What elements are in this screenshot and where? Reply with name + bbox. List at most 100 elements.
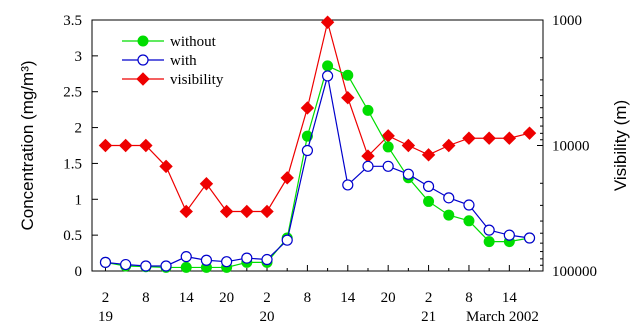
x-tick-label: 8: [465, 290, 473, 306]
series-1-point: [241, 252, 253, 264]
series-with-line: [105, 75, 530, 267]
series-1-point: [120, 258, 132, 271]
series-2-point: [240, 204, 254, 219]
y-axis-left-title: Concentration (mg/m³): [18, 60, 37, 230]
axis-ticks: [92, 19, 543, 272]
x-tick-label: 2: [102, 290, 110, 306]
x-tick-label: 14: [502, 290, 518, 306]
x-date-label: March 2002: [466, 309, 539, 325]
series-0-point: [322, 60, 334, 72]
y-left-tick-label: 1: [75, 192, 83, 208]
x-tick-label: 8: [142, 290, 150, 306]
tick-labels: 0 0.5 1 1.5 2 2.5 3 3.5 1000 10000 100000 2 8 14 20 2 8 1…: [63, 13, 597, 325]
series-1-point: [382, 160, 394, 172]
series-0-point: [362, 104, 374, 116]
series-without-line: [105, 65, 530, 269]
series-1-point: [503, 229, 515, 241]
x-tick-label: 14: [179, 290, 195, 306]
series-with: [99, 70, 536, 272]
series-visibility-line: [105, 22, 530, 213]
series-1-point: [140, 260, 152, 272]
series-0-point: [423, 195, 435, 207]
plot-frame: [91, 19, 544, 272]
series-0-point: [382, 141, 394, 153]
y-left-tick-label: 0.5: [63, 228, 82, 244]
legend-item-visibility: visibility: [122, 72, 224, 88]
series-0-point: [301, 130, 313, 142]
series-2-point: [118, 138, 133, 153]
chart-axes: [91, 19, 544, 272]
series-2-point: [401, 138, 416, 153]
series-1-point: [483, 224, 495, 236]
series-1-point: [301, 144, 314, 157]
series-1-point: [99, 256, 112, 268]
series-2-point: [179, 204, 193, 219]
series-1-point: [342, 179, 354, 191]
x-day-label: 21: [421, 309, 436, 325]
x-day-label: 20: [260, 309, 275, 325]
legend-item-with: with: [122, 53, 197, 69]
series-2-point: [280, 171, 294, 185]
series-2-point: [522, 126, 537, 140]
legend-label: without: [170, 34, 217, 50]
x-tick-label: 2: [263, 290, 271, 306]
series-1-point: [200, 254, 213, 266]
series-0-point: [137, 35, 149, 47]
series-1-point: [281, 234, 293, 246]
series-2-point: [421, 148, 436, 162]
series-1-point: [321, 70, 334, 82]
legend-label: with: [170, 53, 197, 69]
series-1-point: [221, 256, 233, 268]
x-day-label: 19: [98, 309, 113, 325]
series-layer: [98, 15, 537, 273]
y-left-tick-label: 3.5: [63, 13, 82, 29]
y-left-tick-label: 1.5: [63, 156, 82, 172]
series-2-point: [482, 131, 496, 145]
series-1-point: [160, 260, 172, 272]
legend: without with visibility: [122, 34, 224, 88]
x-tick-label: 14: [340, 290, 356, 306]
x-tick-label: 8: [304, 290, 312, 306]
y-right-tick-label: 10000: [552, 139, 590, 155]
legend-item-without: without: [122, 34, 217, 50]
series-2-point: [98, 138, 113, 153]
series-2-point: [139, 138, 153, 153]
series-2-point: [341, 90, 355, 105]
series-1-point: [443, 192, 455, 204]
y-axis-right-title: Visibility (m): [611, 100, 630, 191]
series-0-point: [180, 261, 192, 273]
y-left-tick-label: 2: [75, 121, 83, 137]
series-1-point: [422, 180, 435, 192]
y-left-tick-label: 0: [75, 264, 83, 280]
series-1-point: [463, 199, 475, 211]
series-1-point: [137, 54, 149, 66]
x-tick-label: 2: [425, 290, 433, 306]
y-right-tick-label: 100000: [552, 264, 597, 280]
series-2-point: [136, 72, 150, 86]
y-left-tick-label: 2.5: [63, 85, 82, 101]
series-2-point: [260, 204, 274, 219]
series-2-point: [300, 101, 315, 115]
series-1-point: [261, 253, 273, 266]
series-2-point: [159, 159, 173, 174]
series-2-point: [320, 15, 335, 29]
series-visibility: [98, 15, 537, 219]
y-left-tick-label: 3: [75, 49, 83, 65]
series-0-point: [443, 209, 455, 221]
legend-label: visibility: [170, 72, 224, 88]
series-1-point: [523, 232, 536, 244]
x-tick-label: 20: [219, 290, 234, 306]
series-1-point: [402, 168, 414, 180]
series-2-point: [219, 204, 234, 219]
y-right-tick-label: 1000: [552, 13, 582, 29]
series-1-point: [362, 160, 374, 172]
series-2-point: [462, 131, 476, 145]
series-2-point: [199, 177, 214, 191]
series-2-point: [502, 131, 517, 145]
series-0-point: [483, 236, 495, 248]
series-0-point: [463, 215, 475, 227]
series-0-point: [342, 69, 354, 81]
x-tick-label: 20: [381, 290, 396, 306]
series-2-point: [442, 138, 456, 153]
